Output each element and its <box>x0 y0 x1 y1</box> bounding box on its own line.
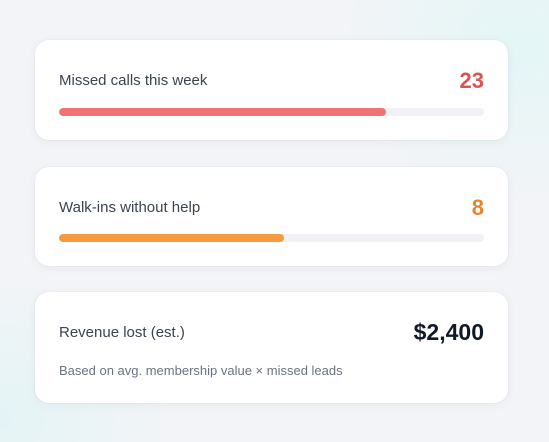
revenue-lost-note: Based on avg. membership value × missed … <box>59 363 343 378</box>
walk-ins-card: Walk-ins without help 8 <box>35 167 508 266</box>
walk-ins-progress-fill <box>59 234 285 242</box>
revenue-lost-label: Revenue lost (est.) <box>59 324 185 341</box>
revenue-lost-card: Revenue lost (est.) $2,400 Based on avg.… <box>35 292 508 403</box>
missed-calls-value: 23 <box>459 68 484 93</box>
missed-calls-label: Missed calls this week <box>59 72 208 89</box>
missed-calls-progress-track <box>59 108 484 116</box>
walk-ins-label: Walk-ins without help <box>59 199 201 216</box>
revenue-lost-value: $2,400 <box>413 319 484 345</box>
missed-calls-progress-fill <box>59 108 387 116</box>
walk-ins-value: 8 <box>471 195 484 220</box>
missed-calls-card: Missed calls this week 23 <box>35 40 508 140</box>
walk-ins-progress-track <box>59 234 484 242</box>
